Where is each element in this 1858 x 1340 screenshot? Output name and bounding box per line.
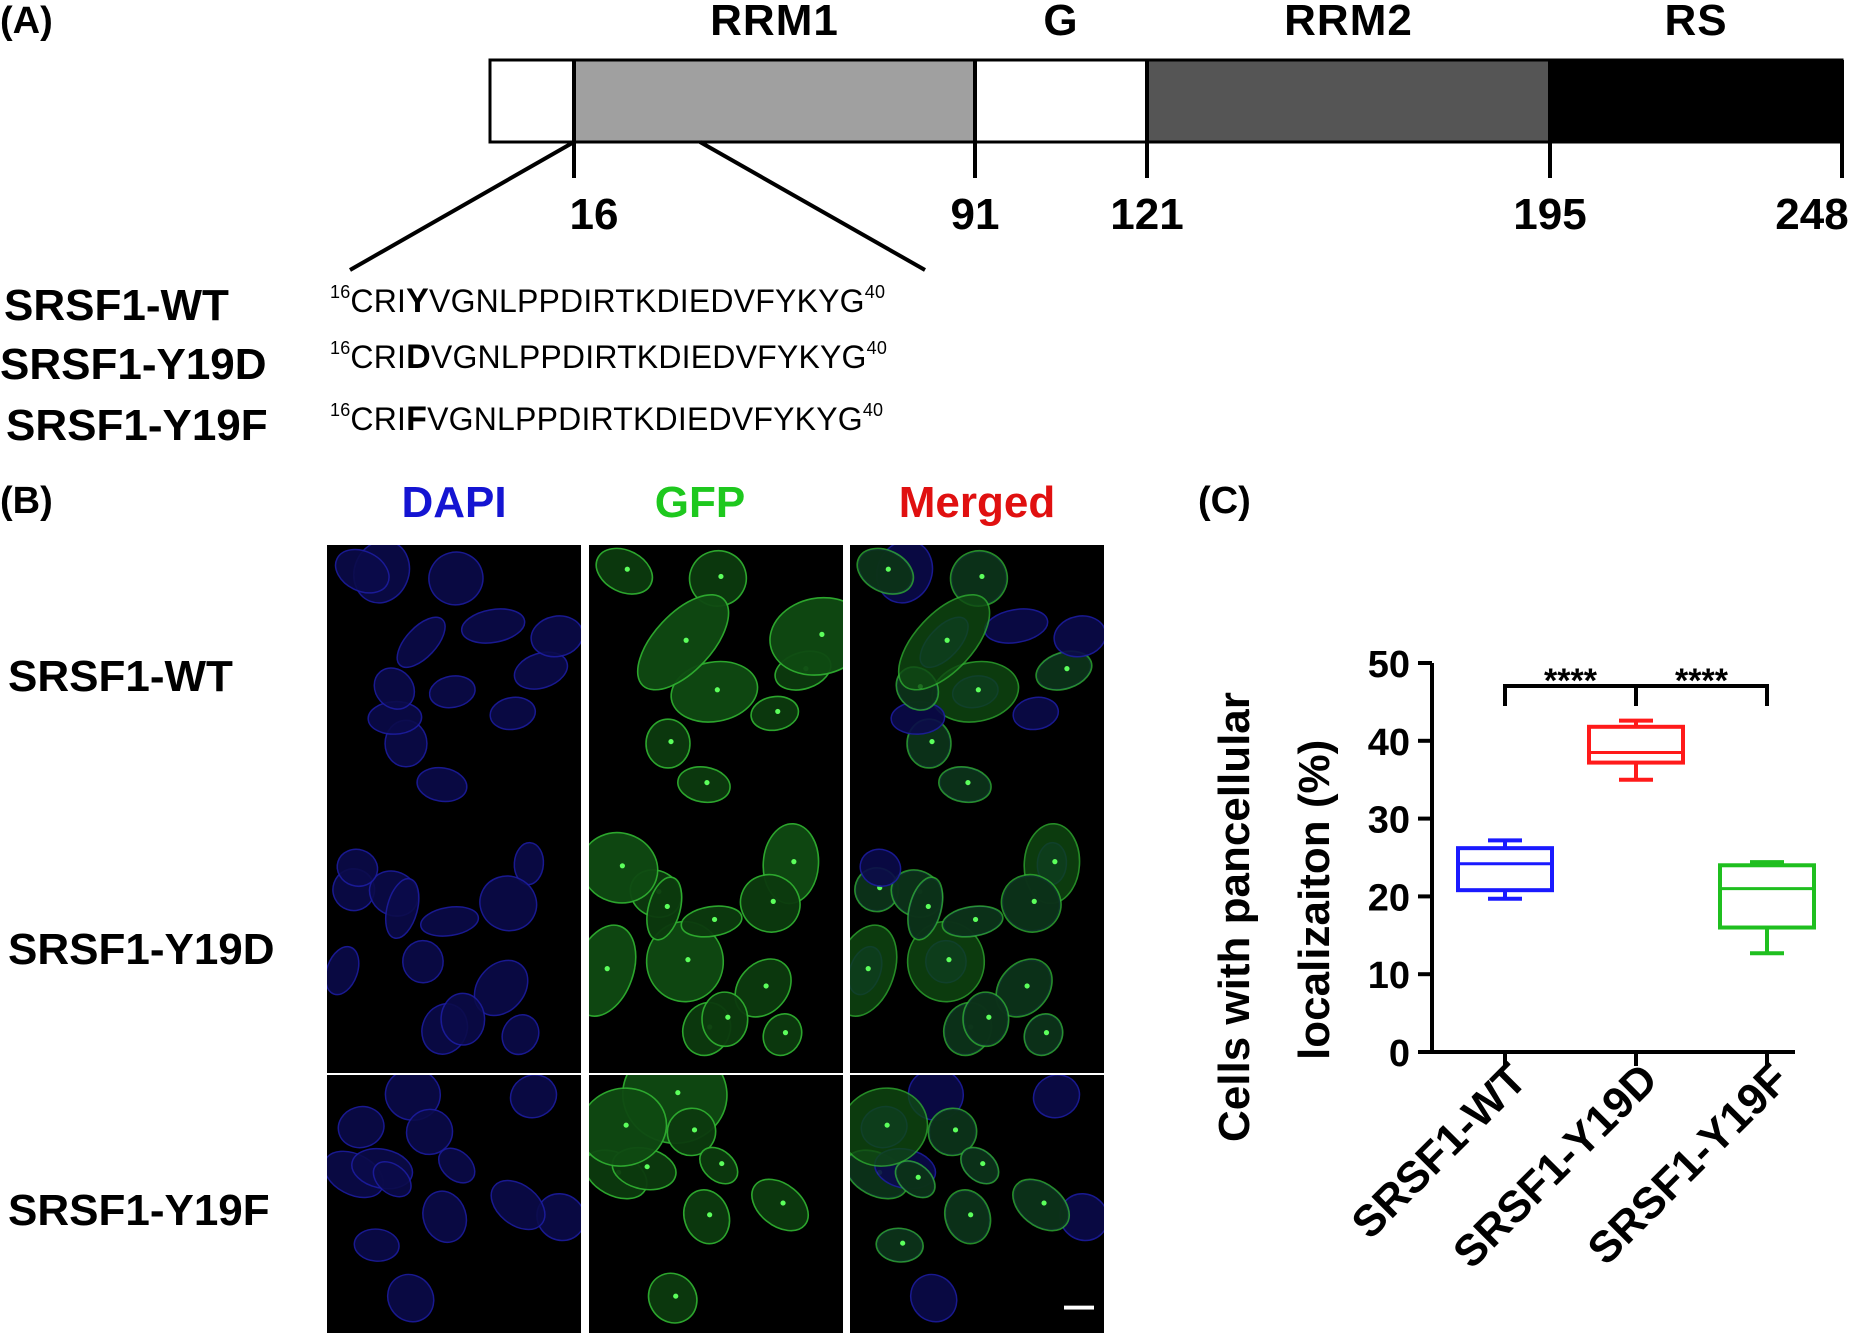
y-tick-label-20: 20 (1368, 877, 1410, 919)
micrograph-srsf1-y19f-gfp (589, 1075, 843, 1333)
significance-bracket-1: **** (1503, 662, 1638, 706)
y-tick-label-0: 0 (1389, 1033, 1410, 1075)
sequence-y19f: 16CRIFVGNLPPDIRTKDIEDVFYKYG40 (330, 400, 884, 438)
sequence-label-wt: SRSF1-WT (4, 281, 229, 330)
sequence-label-y19f: SRSF1-Y19F (6, 401, 268, 450)
scale-bar (1064, 1305, 1094, 1310)
panel-label-a: (A) (0, 0, 53, 42)
domain-rs (1548, 58, 1844, 144)
domain-rrm2 (1145, 58, 1552, 144)
position-label-248: 248 (1775, 190, 1849, 239)
zoom-line-left (349, 140, 575, 272)
y-tick-label-50: 50 (1368, 644, 1410, 686)
domain-g (973, 58, 1149, 144)
box-srsf1-y19d (1587, 718, 1685, 782)
y-tick-label-30: 30 (1368, 800, 1410, 842)
sequence-label-y19d: SRSF1-Y19D (0, 340, 267, 389)
position-label-91: 91 (950, 190, 1000, 239)
micrograph-srsf1-wt-merged (850, 545, 1104, 809)
iqr-box (1718, 863, 1816, 930)
panel-label-c: (C) (1198, 480, 1251, 522)
significance-bracket-2: **** (1634, 662, 1769, 706)
significance-label: **** (1675, 662, 1729, 700)
sequence-wt: 16CRIYVGNLPPDIRTKDIEDVFYKYG40 (330, 282, 886, 320)
significance-label: **** (1544, 662, 1598, 700)
domain-name-rrm1: RRM1 (710, 0, 839, 45)
micrograph-srsf1-y19d-gfp (589, 809, 843, 1073)
domain-map (349, 58, 1844, 272)
domain-name-g: G (1043, 0, 1079, 45)
micrograph-srsf1-wt-dapi (327, 545, 581, 809)
position-label-121: 121 (1110, 190, 1184, 239)
micrograph-srsf1-wt-gfp (589, 545, 843, 809)
panel-label-b: (B) (0, 480, 53, 522)
row-label-y19d: SRSF1-Y19D (8, 925, 275, 974)
micrograph-srsf1-y19d-merged (850, 809, 1104, 1073)
zoom-line-right (699, 140, 926, 272)
micrograph-srsf1-y19f-dapi (327, 1075, 581, 1333)
domain-name-rs: RS (1664, 0, 1728, 45)
mutation-residue: D (406, 338, 431, 376)
channel-header-dapi: DAPI (401, 478, 507, 527)
channel-header-gfp: GFP (654, 478, 746, 527)
iqr-box (1456, 846, 1554, 893)
iqr-box (1587, 724, 1685, 765)
y-tick-label-10: 10 (1368, 955, 1410, 997)
box-srsf1-y19f (1718, 860, 1816, 956)
mutation-residue: Y (406, 282, 430, 320)
micrograph-srsf1-y19d-dapi (327, 809, 581, 1073)
row-label-wt: SRSF1-WT (8, 652, 233, 701)
channel-header-merged: Merged (898, 478, 1056, 527)
y-tick-label-40: 40 (1368, 722, 1410, 764)
row-label-y19f: SRSF1-Y19F (8, 1186, 270, 1235)
box-srsf1-wt (1456, 838, 1554, 901)
domain-name-rrm2: RRM2 (1284, 0, 1413, 45)
sequence-y19d: 16CRIDVGNLPPDIRTKDIEDVFYKYG40 (330, 338, 888, 376)
position-label-195: 195 (1513, 190, 1587, 239)
micrograph-srsf1-y19f-merged (850, 1075, 1104, 1333)
mutation-residue: F (406, 400, 428, 438)
position-label-16: 16 (569, 190, 619, 239)
